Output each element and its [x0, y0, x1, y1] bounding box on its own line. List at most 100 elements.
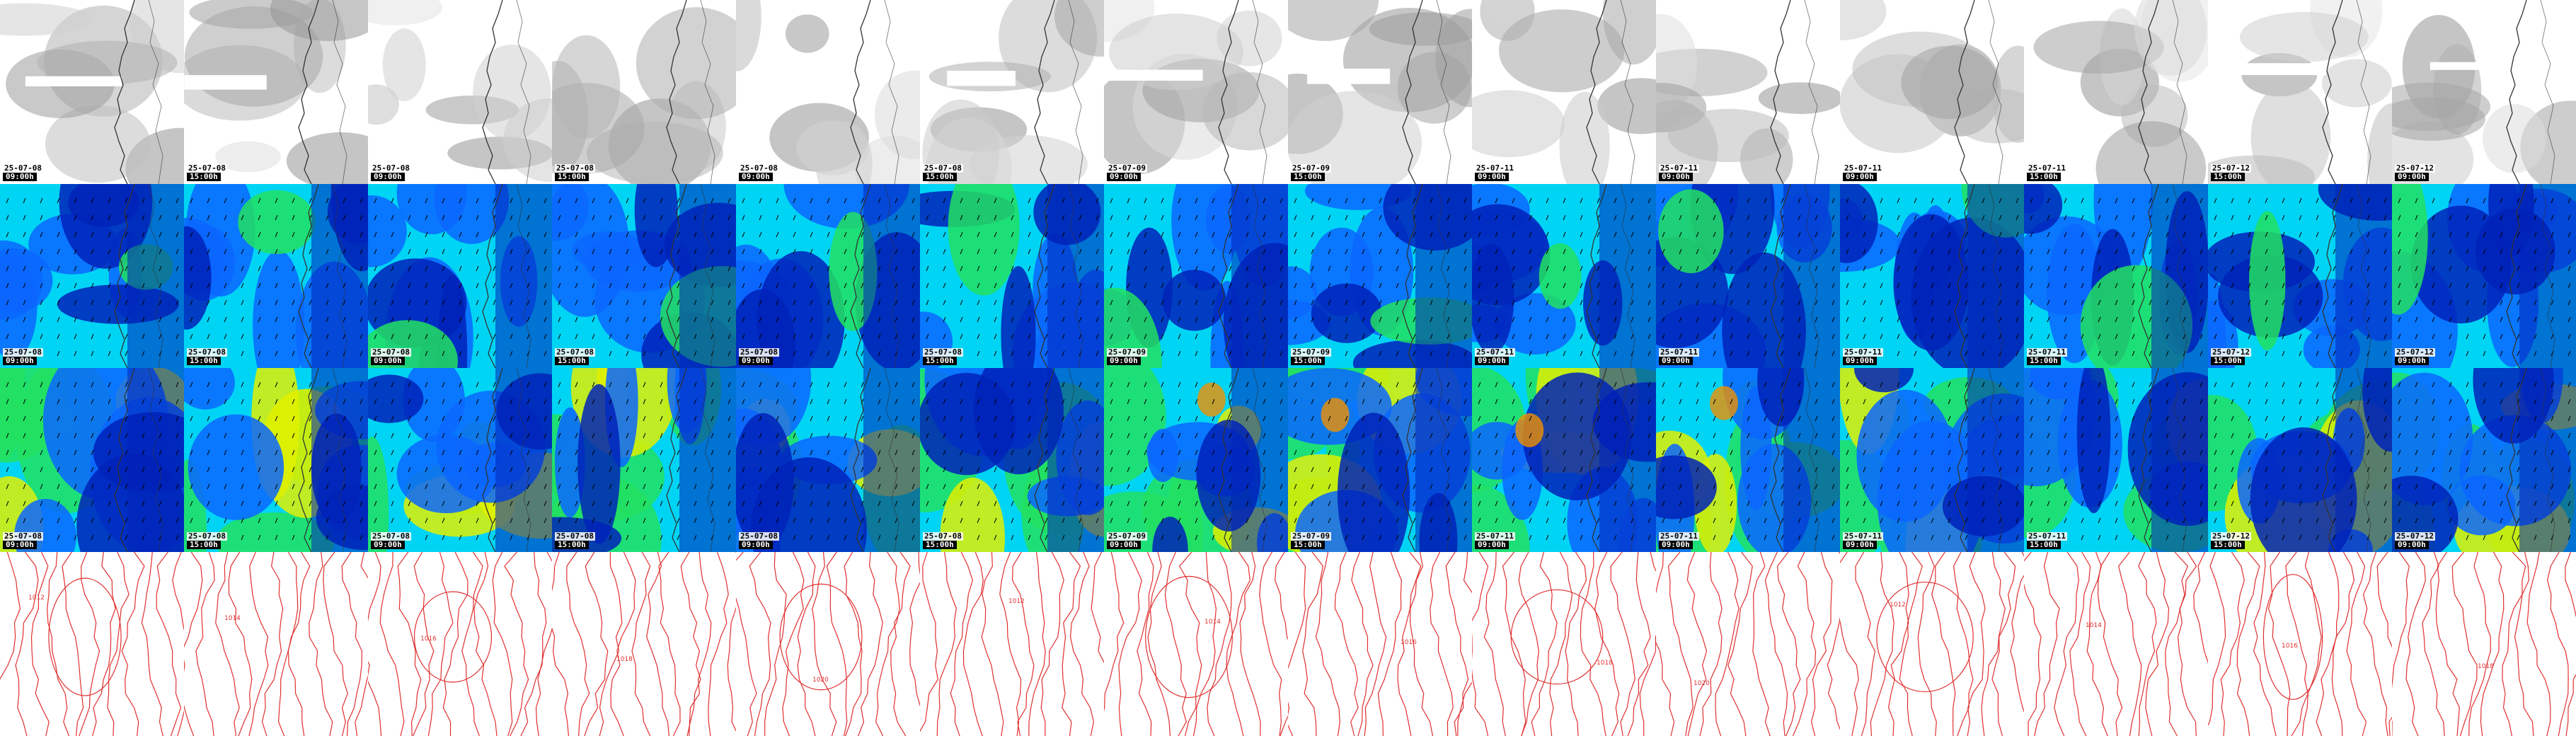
- frame-timestamp: 25-07-11 09:00h: [1659, 164, 1699, 181]
- cloud-cover-row-map: [368, 0, 552, 184]
- frame-time: 09:00h: [1107, 173, 1141, 181]
- frame-time: 09:00h: [1843, 541, 1877, 549]
- cloud-cover-row-tile: 25-07-09 15:00h: [1288, 0, 1472, 184]
- frame-time: 09:00h: [1475, 541, 1509, 549]
- frame-time: 15:00h: [2027, 173, 2061, 181]
- cloud-cover-row-map: [0, 0, 184, 184]
- frame-date: 25-07-11: [1475, 163, 1515, 173]
- wind-gust-row-map: [2392, 184, 2576, 368]
- frame-timestamp: 25-07-08 15:00h: [923, 348, 963, 365]
- frame-time: 09:00h: [739, 541, 773, 549]
- wind-speed-row-tile: 25-07-11 09:00h: [1656, 368, 1840, 552]
- frame-timestamp: 25-07-09 15:00h: [1291, 164, 1331, 181]
- frame-time: 09:00h: [2395, 541, 2429, 549]
- wind-gust-row-tile: 25-07-11 09:00h: [1840, 184, 2024, 368]
- isobar-label: 1016: [2282, 643, 2298, 650]
- frame-time: 15:00h: [2211, 173, 2245, 181]
- wind-speed-row-map: [368, 368, 552, 552]
- frame-time: 15:00h: [1291, 357, 1325, 365]
- wind-speed-row-tile: 25-07-11 09:00h: [1840, 368, 2024, 552]
- frame-date: 25-07-08: [3, 531, 43, 541]
- cloud-cover-row-map: [2024, 0, 2208, 184]
- pressure-isobars-row-tile: 1016: [368, 552, 552, 736]
- frame-date: 25-07-11: [1843, 531, 1883, 541]
- coastline: [2138, 368, 2159, 552]
- frame-timestamp: 25-07-08 15:00h: [187, 532, 227, 549]
- border-line: [884, 184, 899, 368]
- frame-timestamp: 25-07-08 15:00h: [555, 532, 595, 549]
- coastline: [1586, 368, 1607, 552]
- isobar-label: 1012: [1008, 598, 1025, 605]
- pressure-isobars-row-tile: 1020: [1656, 552, 1840, 736]
- coastline: [1954, 184, 1975, 368]
- wind-gust-row-map: [368, 184, 552, 368]
- frame-time: 09:00h: [1659, 173, 1693, 181]
- wind-gust-row-tile: 25-07-08 09:00h: [736, 184, 920, 368]
- border-line: [1988, 368, 2003, 552]
- frame-timestamp: 25-07-08 09:00h: [739, 164, 779, 181]
- frame-date: 25-07-12: [2211, 347, 2251, 357]
- border-line: [516, 368, 531, 552]
- border-line: [332, 184, 347, 368]
- frame-date: 25-07-11: [2027, 347, 2067, 357]
- frame-date: 25-07-09: [1107, 531, 1147, 541]
- border-line: [884, 368, 899, 552]
- coastline: [114, 184, 135, 368]
- frame-date: 25-07-12: [2211, 531, 2251, 541]
- frame-timestamp: 25-07-11 09:00h: [1843, 164, 1883, 181]
- pressure-isobars-row-map: [2024, 552, 2208, 736]
- coastline: [2322, 368, 2343, 552]
- coastline: [2138, 0, 2159, 184]
- wind-speed-row-map: [1656, 368, 1840, 552]
- frame-date: 25-07-11: [1475, 531, 1515, 541]
- pressure-isobars-row-tile: 1014: [1104, 552, 1288, 736]
- border-line: [700, 368, 715, 552]
- wind-gust-row-tile: 25-07-08 09:00h: [0, 184, 184, 368]
- cloud-cover-row-tile: 25-07-11 09:00h: [1472, 0, 1656, 184]
- border-line: [1804, 184, 1819, 368]
- pressure-isobars-row-tile: 1016: [2208, 552, 2392, 736]
- frame-timestamp: 25-07-08 09:00h: [739, 532, 779, 549]
- border-line: [2540, 0, 2555, 184]
- frame-time: 09:00h: [371, 541, 405, 549]
- cloud-cover-row-map: [2208, 0, 2392, 184]
- frame-timestamp: 25-07-09 15:00h: [1291, 532, 1331, 549]
- frame-time: 09:00h: [2395, 357, 2429, 365]
- frame-timestamp: 25-07-08 15:00h: [923, 164, 963, 181]
- frame-timestamp: 25-07-08 09:00h: [3, 532, 43, 549]
- wind-speed-row-tile: 25-07-08 15:00h: [920, 368, 1104, 552]
- frame-date: 25-07-11: [1843, 163, 1883, 173]
- frame-date: 25-07-11: [1659, 531, 1699, 541]
- cloud-cover-row-map: [2392, 0, 2576, 184]
- cloud-cover-row-tile: 25-07-08 09:00h: [368, 0, 552, 184]
- pressure-isobars-row-map: [736, 552, 920, 736]
- coastline: [1586, 184, 1607, 368]
- wind-gust-row-tile: 25-07-09 09:00h: [1104, 184, 1288, 368]
- isobar-label: 1012: [28, 594, 45, 602]
- frame-timestamp: 25-07-08 15:00h: [187, 348, 227, 365]
- coastline: [482, 368, 503, 552]
- coastline: [1218, 368, 1239, 552]
- wind-speed-row-map: [920, 368, 1104, 552]
- frame-timestamp: 25-07-08 09:00h: [371, 164, 411, 181]
- wind-speed-row-map: [2024, 368, 2208, 552]
- cloud-cover-row-map: [184, 0, 368, 184]
- frame-timestamp: 25-07-09 09:00h: [1107, 348, 1147, 365]
- frame-time: 09:00h: [1107, 357, 1141, 365]
- border-line: [2172, 368, 2187, 552]
- frame-timestamp: 25-07-08 15:00h: [555, 348, 595, 365]
- coastline: [482, 0, 503, 184]
- coastline: [1954, 368, 1975, 552]
- coastline: [1402, 368, 1423, 552]
- wind-gust-row-map: [1288, 184, 1472, 368]
- cloud-cover-row-tile: 25-07-08 09:00h: [0, 0, 184, 184]
- coastline: [1218, 184, 1239, 368]
- coastline: [850, 184, 871, 368]
- frame-date: 25-07-08: [555, 531, 595, 541]
- frame-time: 15:00h: [187, 173, 221, 181]
- border-line: [1620, 0, 1635, 184]
- cloud-cover-row-map: [1840, 0, 2024, 184]
- cloud-cover-row-tile: 25-07-11 15:00h: [2024, 0, 2208, 184]
- cloud-cover-row-tile: 25-07-11 09:00h: [1840, 0, 2024, 184]
- frame-time: 09:00h: [3, 357, 37, 365]
